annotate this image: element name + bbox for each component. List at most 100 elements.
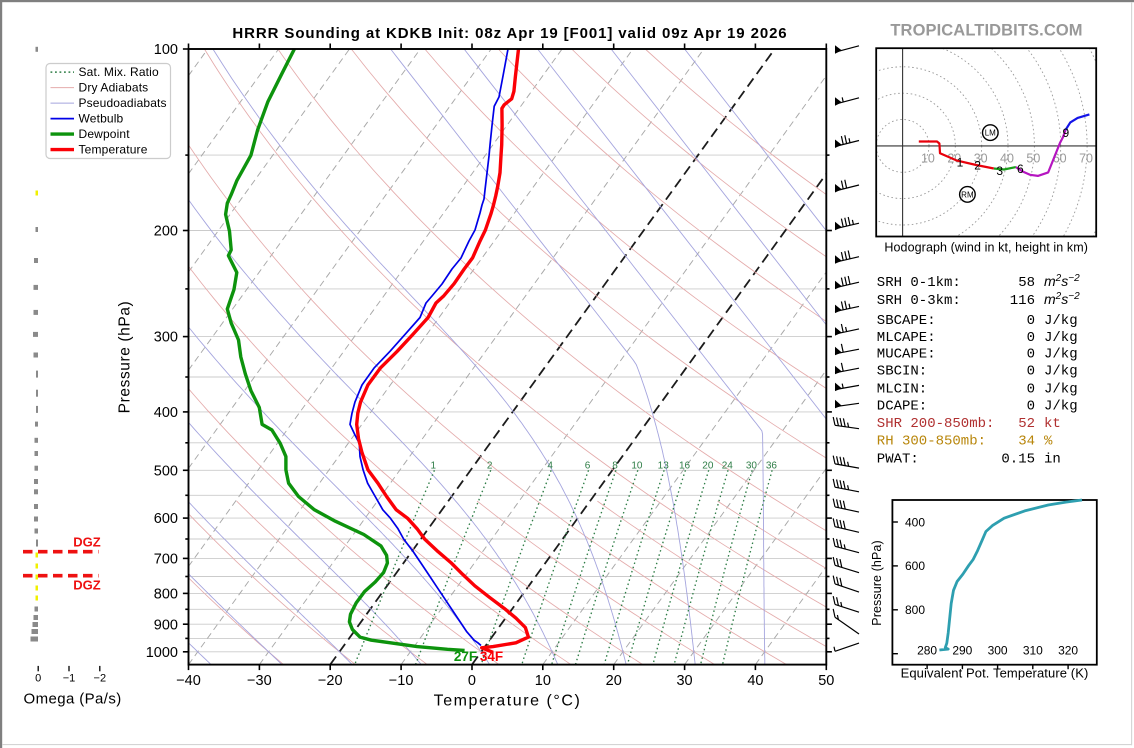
- svg-text:0.15: 0.15: [1001, 451, 1035, 467]
- svg-text:280: 280: [917, 644, 937, 658]
- svg-text:Hodograph (wind in kt, height: Hodograph (wind in kt, height in km): [884, 241, 1088, 255]
- svg-text:8: 8: [612, 461, 618, 472]
- svg-text:800: 800: [905, 603, 925, 617]
- svg-text:Temperature: Temperature: [79, 143, 148, 157]
- svg-text:36: 36: [766, 461, 778, 472]
- svg-text:PWAT:: PWAT:: [877, 451, 919, 467]
- svg-text:1: 1: [430, 461, 436, 472]
- svg-text:116: 116: [1010, 293, 1035, 309]
- svg-text:4: 4: [547, 461, 553, 472]
- svg-text:DGZ: DGZ: [73, 578, 101, 593]
- svg-text:10: 10: [535, 673, 551, 689]
- svg-text:20: 20: [606, 673, 622, 689]
- svg-text:700: 700: [154, 552, 178, 568]
- svg-text:40: 40: [1000, 152, 1014, 166]
- svg-text:Pressure (hPa): Pressure (hPa): [117, 301, 134, 414]
- svg-text:MLCIN:: MLCIN:: [877, 381, 927, 397]
- svg-text:300: 300: [988, 644, 1008, 658]
- svg-text:RH 300-850mb:: RH 300-850mb:: [877, 433, 986, 449]
- svg-text:Pseudoadiabats: Pseudoadiabats: [79, 96, 167, 110]
- svg-text:1: 1: [957, 156, 964, 170]
- svg-text:24: 24: [722, 461, 734, 472]
- svg-text:600: 600: [905, 559, 925, 573]
- svg-text:9: 9: [1063, 126, 1070, 140]
- svg-text:30: 30: [746, 461, 758, 472]
- svg-text:J/kg: J/kg: [1044, 364, 1078, 380]
- svg-text:2: 2: [974, 159, 981, 173]
- svg-text:0: 0: [468, 673, 476, 689]
- svg-text:290: 290: [952, 644, 972, 658]
- svg-text:J/kg: J/kg: [1044, 398, 1078, 414]
- svg-text:3: 3: [996, 164, 1003, 178]
- svg-text:0: 0: [1027, 381, 1035, 397]
- svg-text:−1: −1: [63, 673, 76, 685]
- svg-text:kt: kt: [1044, 416, 1061, 432]
- svg-text:J/kg: J/kg: [1044, 347, 1078, 363]
- svg-text:SRH 0-1km:: SRH 0-1km:: [877, 275, 961, 291]
- svg-text:200: 200: [154, 224, 178, 240]
- svg-text:0: 0: [35, 673, 41, 685]
- svg-text:0: 0: [1027, 330, 1035, 346]
- svg-text:10: 10: [631, 461, 643, 472]
- svg-text:Sat. Mix. Ratio: Sat. Mix. Ratio: [79, 65, 159, 79]
- svg-text:SBCIN:: SBCIN:: [877, 364, 927, 380]
- svg-text:30: 30: [974, 152, 988, 166]
- svg-text:500: 500: [154, 463, 178, 479]
- svg-text:6: 6: [1017, 162, 1024, 176]
- svg-text:Wetbulb: Wetbulb: [79, 112, 124, 126]
- svg-text:6: 6: [585, 461, 591, 472]
- svg-text:DGZ: DGZ: [73, 535, 101, 550]
- svg-text:LM: LM: [985, 129, 996, 138]
- svg-text:Dewpoint: Dewpoint: [79, 127, 131, 141]
- svg-text:800: 800: [154, 586, 178, 602]
- svg-text:SBCAPE:: SBCAPE:: [877, 313, 936, 329]
- svg-text:20: 20: [702, 461, 714, 472]
- svg-text:SRH 0-3km:: SRH 0-3km:: [877, 293, 961, 309]
- svg-text:%: %: [1044, 433, 1053, 449]
- svg-text:−30: −30: [247, 673, 272, 689]
- svg-text:58: 58: [1018, 275, 1035, 291]
- svg-text:HRRR Sounding at KDKB Init: 08: HRRR Sounding at KDKB Init: 08z Apr 19 […: [232, 25, 787, 42]
- svg-text:Omega (Pa/s): Omega (Pa/s): [24, 691, 122, 708]
- svg-text:−20: −20: [318, 673, 343, 689]
- svg-text:0: 0: [1027, 313, 1035, 329]
- svg-text:RM: RM: [961, 190, 974, 199]
- svg-text:m2s−2: m2s−2: [1044, 291, 1080, 307]
- svg-text:400: 400: [154, 405, 178, 421]
- svg-text:16: 16: [679, 461, 691, 472]
- svg-text:J/kg: J/kg: [1044, 330, 1078, 346]
- svg-text:in: in: [1044, 451, 1061, 467]
- svg-text:320: 320: [1058, 644, 1078, 658]
- svg-text:m2s−2: m2s−2: [1044, 273, 1080, 289]
- svg-text:J/kg: J/kg: [1044, 313, 1078, 329]
- svg-text:30: 30: [676, 673, 692, 689]
- svg-text:52: 52: [1018, 416, 1035, 432]
- svg-text:1000: 1000: [146, 645, 178, 661]
- svg-text:10: 10: [921, 152, 935, 166]
- svg-text:−40: −40: [176, 673, 201, 689]
- svg-text:Equivalent Pot. Temperature (K: Equivalent Pot. Temperature (K): [901, 666, 1089, 681]
- svg-text:50: 50: [1026, 152, 1040, 166]
- svg-text:40: 40: [747, 673, 763, 689]
- svg-text:50: 50: [818, 673, 834, 689]
- svg-text:2: 2: [487, 461, 493, 472]
- svg-text:310: 310: [1023, 644, 1043, 658]
- svg-text:100: 100: [154, 42, 178, 58]
- svg-text:400: 400: [905, 515, 925, 529]
- svg-text:34: 34: [1018, 433, 1035, 449]
- svg-text:34F: 34F: [480, 649, 503, 664]
- svg-text:Dry Adiabats: Dry Adiabats: [79, 81, 149, 95]
- svg-text:900: 900: [154, 617, 178, 633]
- svg-text:Pressure (hPa): Pressure (hPa): [870, 540, 884, 625]
- svg-text:SHR 200-850mb:: SHR 200-850mb:: [877, 416, 995, 432]
- svg-text:13: 13: [658, 461, 670, 472]
- svg-text:70: 70: [1079, 152, 1093, 166]
- svg-text:600: 600: [154, 511, 178, 527]
- svg-text:27F: 27F: [454, 649, 477, 664]
- svg-text:0: 0: [1027, 398, 1035, 414]
- svg-text:MUCAPE:: MUCAPE:: [877, 347, 936, 363]
- svg-text:−2: −2: [94, 673, 107, 685]
- svg-text:TROPICALTIDBITS.COM: TROPICALTIDBITS.COM: [890, 22, 1082, 40]
- svg-text:300: 300: [154, 330, 178, 346]
- svg-text:J/kg: J/kg: [1044, 381, 1078, 397]
